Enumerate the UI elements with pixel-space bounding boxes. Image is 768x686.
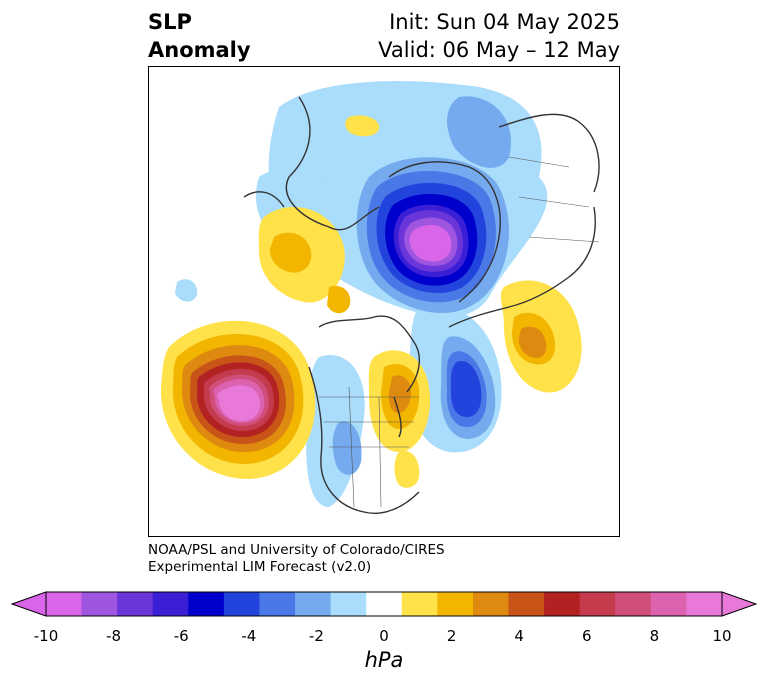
colorbar-tick-label: -4 (241, 627, 257, 645)
colorbar-swatch (686, 592, 723, 616)
colorbar-swatch (650, 592, 687, 616)
anomaly-atlantic-low-3 (450, 361, 482, 417)
colorbar-swatch (366, 592, 403, 616)
colorbar-swatch (437, 592, 474, 616)
map-title: SLP Anomaly (148, 8, 251, 64)
colorbar-extend-max (721, 591, 758, 617)
colorbar-tick-label: -6 (173, 627, 189, 645)
anomaly-arctic-low-core (409, 224, 452, 262)
anomaly-pacific-high-core (216, 385, 261, 422)
colorbar-tick-label: 2 (446, 627, 457, 645)
valid-range: Valid: 06 May – 12 May (378, 38, 620, 62)
anomaly-west-high-3 (327, 285, 351, 314)
colorbar-border (45, 591, 723, 617)
title-slp: SLP (148, 10, 192, 34)
anomaly-hudson-high-3 (388, 375, 411, 413)
colorbar-swatch (46, 592, 83, 616)
anomaly-euro-high-3 (518, 326, 547, 358)
colorbar-swatch (259, 592, 296, 616)
colorbar-swatch (544, 592, 581, 616)
credits-line-2: Experimental LIM Forecast (v2.0) (148, 559, 372, 575)
anomaly-map (148, 66, 620, 537)
forecast-dates: Init: Sun 04 May 2025 Valid: 06 May – 12… (378, 8, 620, 64)
colorbar-swatch (615, 592, 652, 616)
colorbar-unit-label: hPa (364, 648, 404, 672)
title-anomaly: Anomaly (148, 38, 251, 62)
colorbar-swatch (223, 592, 260, 616)
colorbar-swatch (117, 592, 154, 616)
map-canvas (160, 81, 600, 514)
credits-line-1: NOAA/PSL and University of Colorado/CIRE… (148, 542, 445, 558)
colorbar-swatch (508, 592, 545, 616)
colorbar-tick-label: -2 (308, 627, 324, 645)
coastlines (243, 96, 600, 514)
colorbar-swatch (472, 592, 510, 616)
colorbar-tick-label: 4 (514, 627, 524, 645)
colorbar-tick-label: 0 (379, 627, 389, 645)
colorbar-swatch (188, 592, 225, 616)
anomaly-se-usa-high (394, 450, 420, 488)
colorbar-swatch (401, 592, 438, 616)
colorbar (10, 591, 758, 617)
colorbar-extend-min (10, 591, 47, 617)
colorbar-tick-label: 8 (649, 627, 660, 645)
colorbar-swatch (81, 592, 118, 616)
init-date: Init: Sun 04 May 2025 (389, 10, 620, 34)
credits: NOAA/PSL and University of Colorado/CIRE… (148, 542, 445, 576)
borders (319, 156, 600, 508)
colorbar-tick-label: 10 (712, 627, 732, 645)
anomaly-light-blue-spot (175, 279, 198, 302)
colorbar-swatch (295, 592, 332, 616)
colorbar-tick-label: 6 (582, 627, 592, 645)
colorbar-swatch (330, 592, 367, 616)
colorbar-tick-label: -10 (33, 627, 59, 645)
colorbar-swatch (579, 592, 616, 616)
anomaly-north-high (345, 115, 380, 137)
colorbar-tick-label: -8 (106, 627, 122, 645)
colorbar-swatch (152, 592, 189, 616)
anomaly-mid-blue-north (447, 96, 511, 168)
anomaly-west-high-2 (269, 232, 312, 273)
anomaly-us-low (332, 421, 362, 475)
